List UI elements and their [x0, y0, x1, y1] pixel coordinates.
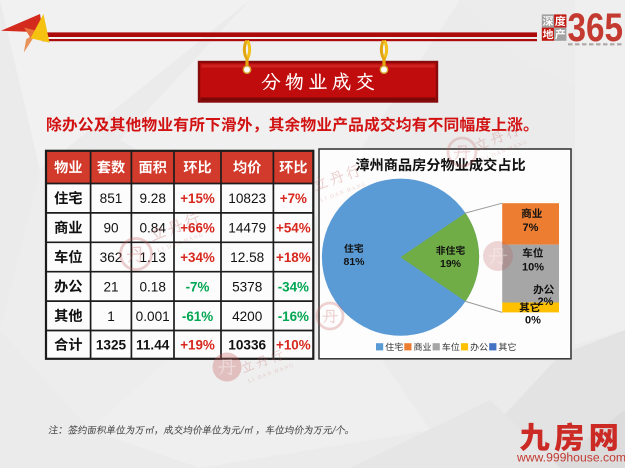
svg-text:4200: 4200	[232, 309, 263, 324]
svg-text:9.28: 9.28	[139, 191, 165, 206]
svg-text:81%: 81%	[343, 256, 365, 268]
svg-text:+7%: +7%	[280, 191, 307, 206]
svg-text:0%: 0%	[525, 315, 541, 327]
svg-text:14479: 14479	[228, 221, 266, 236]
svg-text:10823: 10823	[228, 191, 266, 206]
svg-text:2%: 2%	[537, 296, 553, 308]
svg-text:+34%: +34%	[180, 250, 215, 265]
svg-text:-34%: -34%	[278, 279, 309, 294]
svg-text:12.58: 12.58	[230, 250, 264, 265]
svg-text:0.001: 0.001	[136, 309, 170, 324]
svg-text:0.18: 0.18	[139, 279, 165, 294]
svg-text:851: 851	[100, 191, 123, 206]
svg-text:www.999house.com: www.999house.com	[516, 451, 625, 465]
svg-text:362: 362	[100, 250, 123, 265]
svg-text:1: 1	[107, 309, 115, 324]
svg-text:-16%: -16%	[278, 309, 309, 324]
svg-text:0.84: 0.84	[139, 221, 166, 236]
svg-text:-61%: -61%	[182, 309, 213, 324]
svg-text:+19%: +19%	[180, 338, 215, 353]
svg-text:5378: 5378	[232, 279, 262, 294]
svg-text:11.44: 11.44	[136, 338, 170, 353]
svg-text:+10%: +10%	[276, 338, 311, 353]
svg-text:90: 90	[103, 221, 119, 236]
svg-text:+18%: +18%	[276, 250, 311, 265]
svg-text:365: 365	[568, 6, 624, 50]
svg-text:+54%: +54%	[276, 221, 311, 236]
svg-text:-7%: -7%	[186, 279, 210, 294]
svg-text:19%: 19%	[440, 258, 462, 270]
svg-text:1325: 1325	[96, 338, 127, 353]
svg-text:10336: 10336	[228, 338, 266, 353]
svg-text:10%: 10%	[522, 261, 544, 273]
svg-text:7%: 7%	[523, 222, 539, 234]
svg-text:1.13: 1.13	[139, 250, 165, 265]
svg-text:+15%: +15%	[180, 191, 215, 206]
svg-text:21: 21	[103, 279, 118, 294]
